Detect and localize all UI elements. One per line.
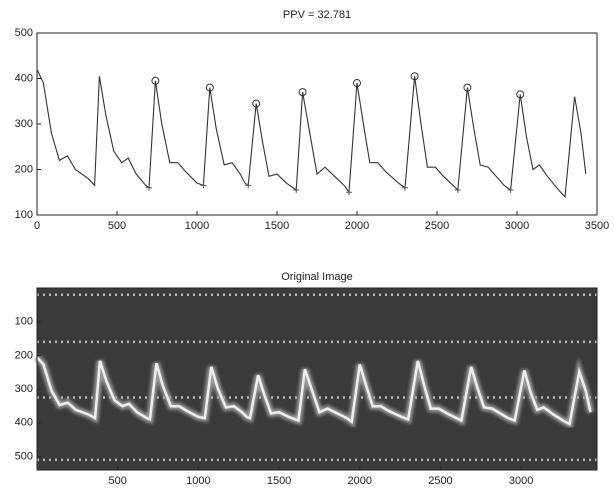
y-tick-label: 200	[15, 349, 33, 361]
y-tick-label: 500	[15, 450, 33, 462]
trough-marker	[293, 186, 300, 193]
x-tick-label: 0	[34, 220, 40, 232]
chart-title: Original Image	[281, 271, 353, 283]
x-tick-label: 2000	[345, 220, 369, 232]
peak-marker	[298, 88, 307, 97]
trough-marker	[402, 184, 408, 191]
x-tick-label: 3500	[585, 220, 609, 232]
x-tick-label: 1000	[185, 220, 209, 232]
x-tick-label: 1500	[265, 220, 289, 232]
trough-marker	[454, 186, 461, 193]
x-tick-label: 1500	[267, 475, 291, 487]
y-tick-label: 300	[15, 383, 33, 395]
plot-frame	[36, 32, 598, 216]
trough-marker	[245, 182, 252, 189]
peak-marker	[151, 76, 160, 85]
x-tick-label: 3000	[509, 475, 533, 487]
image-background	[37, 288, 597, 470]
x-tick-label: 500	[108, 220, 126, 232]
y-tick-label: 400	[15, 72, 33, 84]
peak-marker	[410, 72, 419, 81]
y-tick-label: 500	[15, 27, 33, 39]
x-tick-label: 3000	[505, 220, 529, 232]
x-tick-label: 2500	[425, 220, 449, 232]
y-tick-label: 200	[15, 163, 33, 175]
x-tick-label: 1000	[186, 475, 210, 487]
image-trace	[36, 356, 592, 427]
x-tick-label: 2500	[428, 475, 452, 487]
peak-marker	[353, 79, 361, 88]
peak-marker	[252, 99, 261, 108]
x-tick-label: 2000	[348, 475, 372, 487]
trough-marker	[200, 182, 207, 189]
y-tick-label: 100	[15, 209, 33, 221]
x-tick-label: 500	[109, 475, 127, 487]
y-tick-label: 400	[15, 417, 33, 429]
peak-marker	[463, 83, 472, 92]
line	[36, 69, 587, 199]
peak-marker	[516, 90, 525, 99]
trough-marker	[346, 189, 352, 196]
trough-marker	[507, 186, 514, 193]
plot-frame	[36, 287, 598, 471]
peak-marker	[205, 83, 214, 92]
chart-title: PPV = 32.781	[283, 9, 351, 21]
y-tick-label: 300	[15, 118, 33, 130]
y-tick-label: 100	[15, 316, 33, 328]
trough-marker	[146, 184, 152, 191]
